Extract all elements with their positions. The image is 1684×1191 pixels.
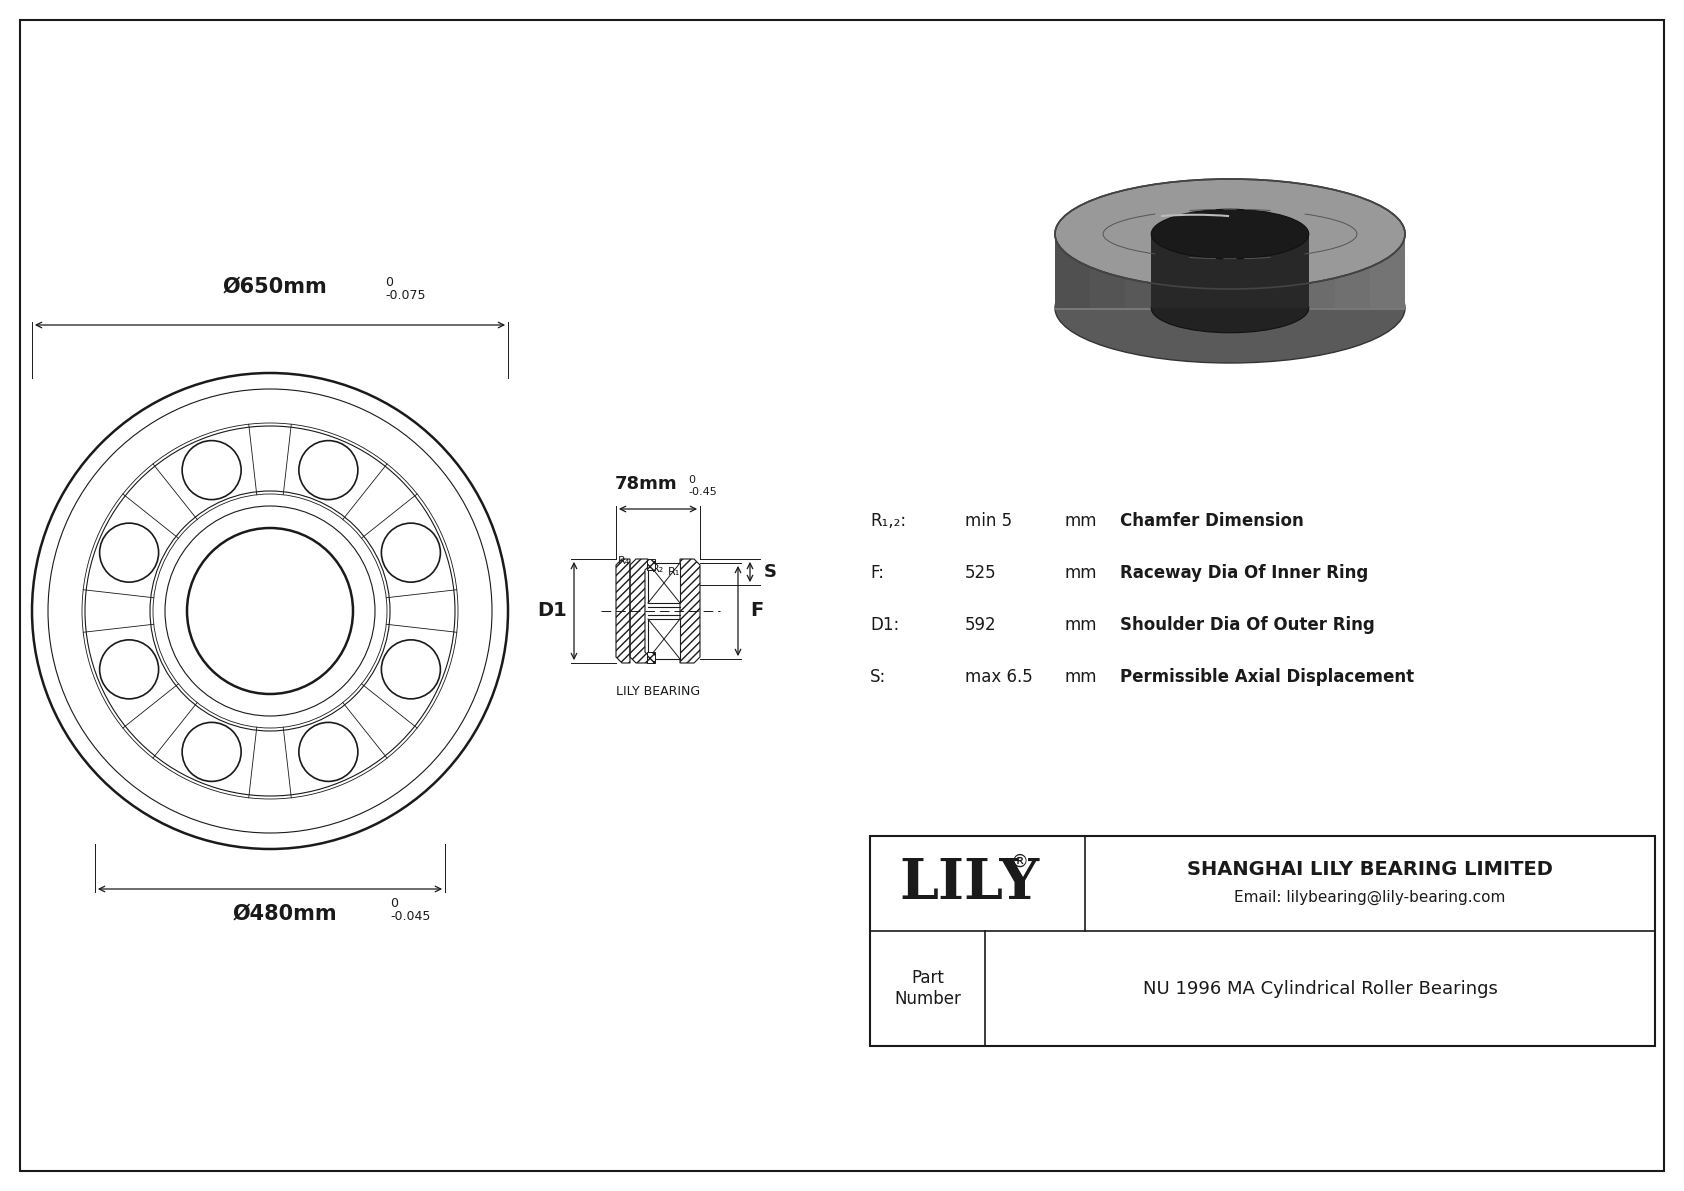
Text: 592: 592 bbox=[965, 616, 997, 634]
Text: D1: D1 bbox=[537, 601, 568, 621]
Circle shape bbox=[381, 523, 441, 582]
Text: Chamfer Dimension: Chamfer Dimension bbox=[1120, 512, 1303, 530]
Bar bbox=[1196, 233, 1229, 308]
Text: Ø480mm: Ø480mm bbox=[232, 904, 337, 924]
Text: D1:: D1: bbox=[871, 616, 899, 634]
Text: LILY BEARING: LILY BEARING bbox=[616, 685, 701, 698]
Text: 525: 525 bbox=[965, 565, 997, 582]
Polygon shape bbox=[648, 619, 680, 659]
Bar bbox=[871, 836, 1655, 1046]
Text: R₄: R₄ bbox=[618, 556, 630, 566]
Text: mm: mm bbox=[1064, 616, 1098, 634]
Text: Email: lilybearing@lily-bearing.com: Email: lilybearing@lily-bearing.com bbox=[1234, 890, 1505, 905]
Text: mm: mm bbox=[1064, 512, 1098, 530]
Circle shape bbox=[182, 441, 241, 499]
Polygon shape bbox=[630, 559, 648, 663]
Bar bbox=[1054, 233, 1090, 308]
Circle shape bbox=[298, 723, 359, 781]
Circle shape bbox=[381, 640, 441, 699]
Bar bbox=[647, 559, 655, 570]
Bar bbox=[1371, 233, 1404, 308]
Text: Ø650mm: Ø650mm bbox=[222, 278, 327, 297]
Polygon shape bbox=[648, 563, 680, 603]
Text: F: F bbox=[749, 601, 763, 621]
Text: S: S bbox=[765, 563, 776, 581]
Text: Shoulder Dia Of Outer Ring: Shoulder Dia Of Outer Ring bbox=[1120, 616, 1374, 634]
Text: R₂: R₂ bbox=[652, 565, 663, 574]
Text: 0: 0 bbox=[386, 276, 392, 289]
Bar bbox=[1265, 233, 1300, 308]
Bar bbox=[1125, 233, 1160, 308]
Text: Permissible Axial Displacement: Permissible Axial Displacement bbox=[1120, 668, 1415, 686]
Text: 78mm: 78mm bbox=[615, 475, 677, 493]
Circle shape bbox=[298, 441, 359, 499]
Text: ®: ® bbox=[1010, 853, 1029, 871]
Text: 0: 0 bbox=[689, 475, 695, 485]
Text: min 5: min 5 bbox=[965, 512, 1012, 530]
Text: SHANGHAI LILY BEARING LIMITED: SHANGHAI LILY BEARING LIMITED bbox=[1187, 860, 1553, 879]
Circle shape bbox=[99, 523, 158, 582]
Bar bbox=[1152, 233, 1308, 308]
Text: S:: S: bbox=[871, 668, 886, 686]
FancyBboxPatch shape bbox=[1054, 231, 1404, 310]
Text: 0: 0 bbox=[391, 897, 397, 910]
Text: R₁,₂:: R₁,₂: bbox=[871, 512, 906, 530]
Ellipse shape bbox=[1152, 210, 1308, 258]
Bar bbox=[1335, 233, 1371, 308]
Text: max 6.5: max 6.5 bbox=[965, 668, 1032, 686]
Text: -0.045: -0.045 bbox=[391, 910, 431, 923]
Bar bbox=[647, 651, 655, 663]
Text: F:: F: bbox=[871, 565, 884, 582]
Bar bbox=[1090, 233, 1125, 308]
Bar bbox=[1300, 233, 1335, 308]
Ellipse shape bbox=[1054, 252, 1404, 363]
Text: NU 1996 MA Cylindrical Roller Bearings: NU 1996 MA Cylindrical Roller Bearings bbox=[1142, 979, 1497, 998]
Circle shape bbox=[99, 640, 158, 699]
Text: mm: mm bbox=[1064, 668, 1098, 686]
Circle shape bbox=[182, 723, 241, 781]
Bar bbox=[1160, 233, 1196, 308]
Polygon shape bbox=[616, 559, 630, 663]
Text: -0.075: -0.075 bbox=[386, 289, 426, 303]
Text: -0.45: -0.45 bbox=[689, 487, 717, 497]
Text: Raceway Dia Of Inner Ring: Raceway Dia Of Inner Ring bbox=[1120, 565, 1367, 582]
Text: R₁: R₁ bbox=[669, 567, 680, 576]
Bar bbox=[1229, 233, 1265, 308]
Polygon shape bbox=[680, 559, 701, 663]
Text: LILY: LILY bbox=[899, 856, 1039, 911]
Text: Part
Number: Part Number bbox=[894, 969, 962, 1008]
Ellipse shape bbox=[1054, 179, 1404, 289]
Text: mm: mm bbox=[1064, 565, 1098, 582]
Ellipse shape bbox=[1152, 283, 1308, 332]
